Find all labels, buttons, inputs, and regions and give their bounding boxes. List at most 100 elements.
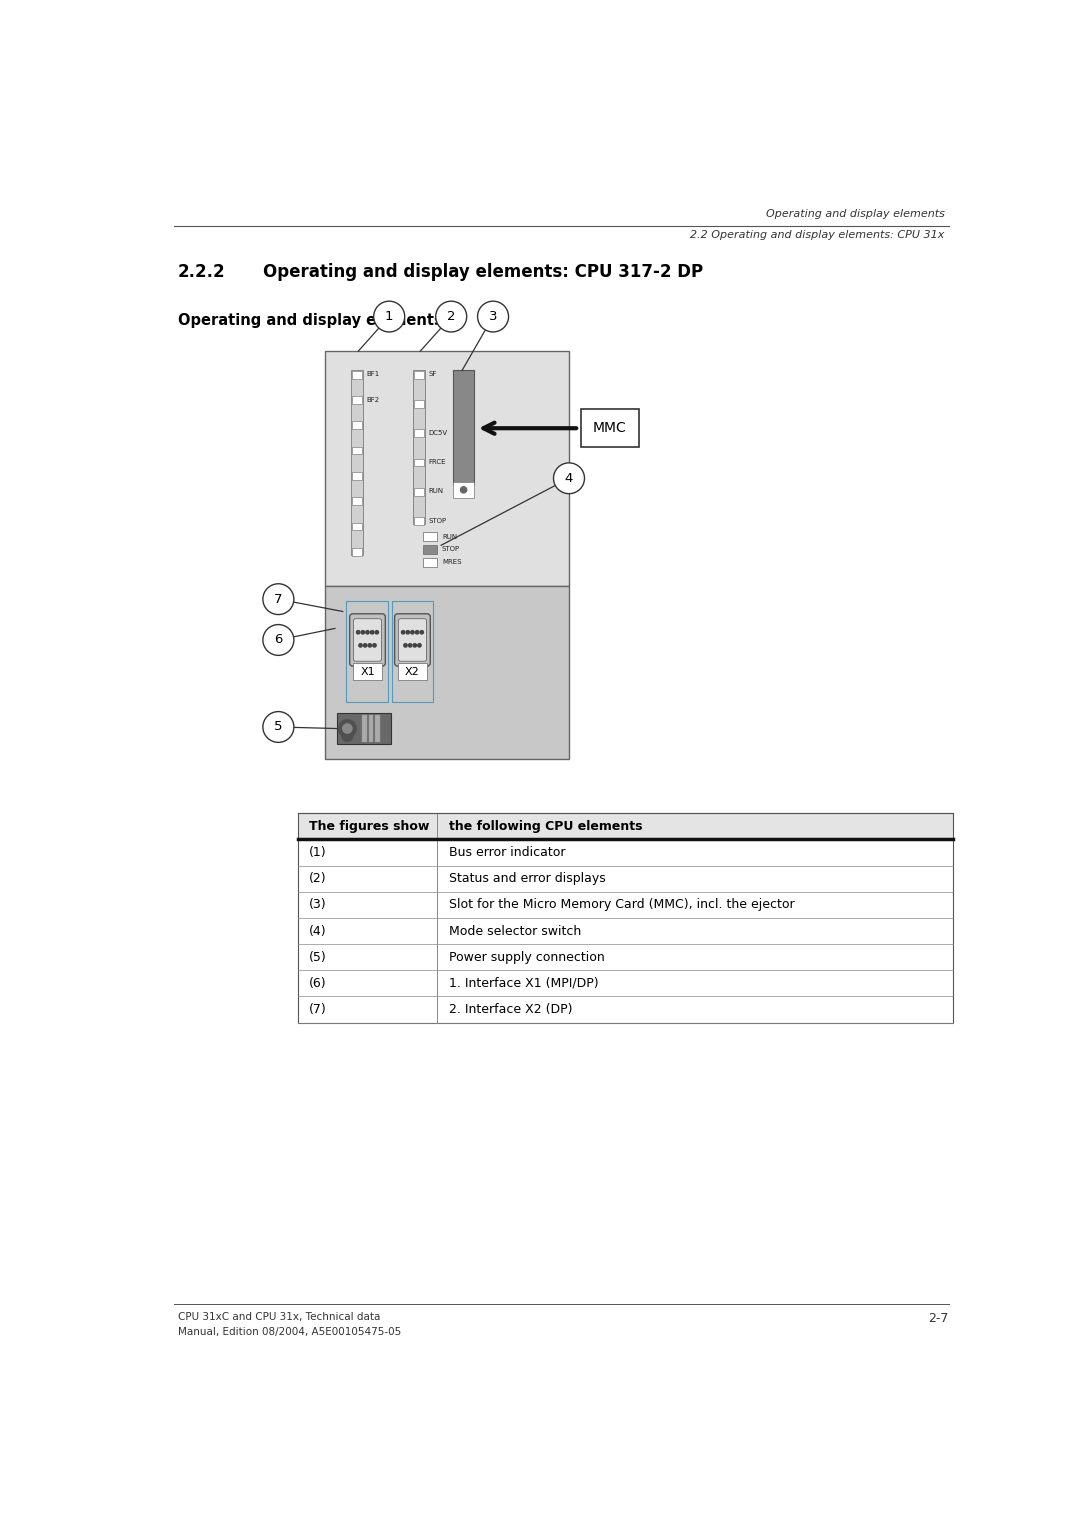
Bar — [298, 813, 953, 839]
Bar — [414, 516, 424, 524]
Bar — [351, 370, 363, 555]
Text: RUN: RUN — [442, 533, 457, 539]
Circle shape — [420, 631, 423, 634]
Circle shape — [402, 631, 405, 634]
Text: the following CPU elements: the following CPU elements — [449, 821, 643, 833]
Text: 7: 7 — [274, 593, 283, 605]
Text: 1. Interface X1 (MPI/DP): 1. Interface X1 (MPI/DP) — [449, 976, 598, 990]
Text: RUN: RUN — [429, 489, 444, 495]
Circle shape — [460, 487, 467, 494]
Bar — [352, 523, 362, 530]
Bar — [352, 371, 362, 379]
Circle shape — [341, 730, 353, 743]
Text: STOP: STOP — [429, 518, 447, 524]
Text: MRES: MRES — [442, 559, 461, 565]
Bar — [414, 429, 424, 437]
Text: 2.2 Operating and display elements: CPU 31x: 2.2 Operating and display elements: CPU … — [690, 229, 945, 240]
Circle shape — [408, 643, 411, 646]
Bar — [352, 396, 362, 403]
Text: 2-7: 2-7 — [929, 1313, 948, 1325]
Text: (5): (5) — [309, 950, 327, 964]
Bar — [423, 558, 437, 567]
Text: SF: SF — [429, 371, 437, 377]
Circle shape — [368, 643, 372, 646]
FancyBboxPatch shape — [350, 614, 386, 666]
FancyBboxPatch shape — [394, 614, 430, 666]
Text: (1): (1) — [309, 847, 327, 859]
Text: (6): (6) — [309, 976, 327, 990]
Circle shape — [416, 631, 419, 634]
Circle shape — [370, 631, 374, 634]
Text: (2): (2) — [309, 872, 327, 885]
Text: DC5V: DC5V — [429, 429, 448, 435]
Circle shape — [262, 625, 294, 656]
Text: MMC: MMC — [593, 422, 626, 435]
Text: Operating and display elements: Operating and display elements — [766, 209, 945, 219]
Bar — [423, 545, 437, 555]
Circle shape — [404, 643, 407, 646]
Text: BF1: BF1 — [367, 371, 380, 377]
Circle shape — [262, 712, 294, 743]
FancyBboxPatch shape — [399, 619, 427, 662]
Bar — [423, 532, 437, 541]
Text: 1: 1 — [384, 310, 393, 322]
Bar — [352, 422, 362, 429]
Circle shape — [406, 631, 409, 634]
Bar — [325, 351, 569, 587]
Text: Mode selector switch: Mode selector switch — [449, 924, 581, 938]
Bar — [352, 497, 362, 506]
Text: (7): (7) — [309, 1002, 327, 1016]
Text: Slot for the Micro Memory Card (MMC), incl. the ejector: Slot for the Micro Memory Card (MMC), in… — [449, 898, 795, 911]
Circle shape — [373, 643, 376, 646]
Text: 5: 5 — [274, 721, 283, 733]
Text: STOP: STOP — [442, 547, 460, 553]
Text: CPU 31xC and CPU 31x, Technical data
Manual, Edition 08/2004, A5E00105475-05: CPU 31xC and CPU 31x, Technical data Man… — [177, 1313, 401, 1337]
Circle shape — [364, 643, 367, 646]
Circle shape — [374, 301, 405, 332]
Text: FRCE: FRCE — [429, 458, 446, 465]
Bar — [298, 813, 953, 1022]
Bar — [337, 714, 391, 744]
Circle shape — [262, 584, 294, 614]
FancyBboxPatch shape — [353, 619, 381, 662]
Circle shape — [356, 631, 360, 634]
Text: (4): (4) — [309, 924, 327, 938]
Bar — [453, 370, 474, 484]
Bar — [353, 663, 382, 680]
Text: 4: 4 — [565, 472, 573, 484]
Circle shape — [342, 724, 352, 733]
Bar — [352, 472, 362, 480]
Text: Bus error indicator: Bus error indicator — [449, 847, 565, 859]
Circle shape — [410, 631, 414, 634]
Text: 2: 2 — [447, 310, 456, 322]
Bar — [581, 410, 638, 448]
Bar — [392, 602, 433, 701]
Bar — [346, 602, 389, 701]
Bar — [414, 371, 424, 379]
Text: The figures show: The figures show — [309, 821, 430, 833]
Circle shape — [359, 643, 362, 646]
Circle shape — [375, 631, 378, 634]
Circle shape — [366, 631, 369, 634]
Text: 6: 6 — [274, 634, 283, 646]
Bar — [352, 549, 362, 556]
Bar — [362, 715, 367, 741]
Text: X1: X1 — [361, 666, 375, 677]
Text: (3): (3) — [309, 898, 327, 911]
Circle shape — [418, 643, 421, 646]
Circle shape — [477, 301, 509, 332]
Circle shape — [554, 463, 584, 494]
Circle shape — [413, 643, 417, 646]
Text: Status and error displays: Status and error displays — [449, 872, 606, 885]
Circle shape — [338, 720, 356, 738]
Text: X2: X2 — [405, 666, 420, 677]
Bar — [352, 446, 362, 454]
Bar — [414, 370, 424, 524]
Bar — [368, 715, 374, 741]
Text: Operating and display elements: CPU 317-2 DP: Operating and display elements: CPU 317-… — [262, 263, 703, 281]
Text: 2. Interface X2 (DP): 2. Interface X2 (DP) — [449, 1002, 572, 1016]
Bar — [375, 715, 380, 741]
Bar — [453, 483, 474, 498]
Circle shape — [361, 631, 365, 634]
Bar — [325, 587, 569, 759]
